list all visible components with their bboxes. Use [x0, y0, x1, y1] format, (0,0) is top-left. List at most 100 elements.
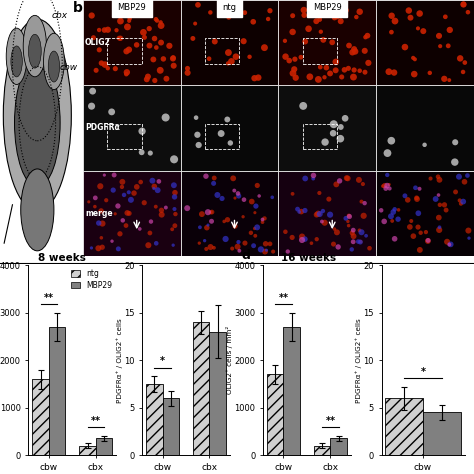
Point	[172, 210, 179, 218]
Point	[381, 218, 388, 225]
Point	[330, 120, 337, 128]
Point	[235, 192, 243, 200]
Point	[125, 46, 133, 54]
Point	[151, 35, 158, 42]
Point	[210, 180, 218, 187]
Point	[321, 73, 328, 81]
Point	[414, 223, 422, 231]
Point	[90, 34, 97, 41]
Point	[436, 226, 443, 234]
Point	[266, 240, 274, 247]
Point	[391, 17, 399, 25]
Point	[250, 242, 257, 249]
Point	[317, 28, 325, 36]
Point	[92, 66, 100, 74]
Point	[268, 193, 276, 201]
Bar	[376, 0, 474, 85]
Point	[251, 74, 258, 82]
Point	[144, 73, 152, 81]
Point	[165, 42, 173, 50]
Point	[294, 205, 301, 213]
Point	[101, 61, 109, 68]
Point	[235, 238, 242, 246]
Point	[259, 216, 266, 223]
Point	[91, 203, 99, 210]
Point	[401, 43, 409, 51]
Point	[461, 178, 468, 186]
Point	[231, 222, 239, 230]
Point	[97, 207, 105, 215]
Point	[446, 26, 454, 34]
Point	[115, 245, 122, 253]
Point	[146, 149, 154, 157]
Point	[406, 223, 414, 231]
Point	[362, 33, 369, 41]
Point	[388, 28, 395, 36]
Point	[147, 218, 155, 225]
Point	[120, 191, 128, 199]
Point	[416, 10, 423, 18]
Point	[355, 176, 363, 183]
Point	[440, 75, 448, 82]
Point	[150, 55, 157, 63]
Point	[330, 240, 337, 248]
Point	[319, 36, 327, 44]
Text: **: **	[44, 293, 54, 303]
Point	[207, 9, 214, 16]
Point	[385, 68, 392, 75]
Point	[345, 212, 353, 219]
Point	[97, 182, 104, 190]
Point	[298, 208, 305, 215]
Point	[353, 13, 360, 21]
Point	[285, 57, 293, 64]
Point	[446, 76, 453, 84]
Point	[383, 171, 391, 179]
Point	[124, 209, 131, 217]
Y-axis label: PDGFRα⁺ / OLIG2⁺ cells: PDGFRα⁺ / OLIG2⁺ cells	[356, 318, 362, 402]
Point	[240, 196, 248, 203]
Point	[239, 213, 247, 220]
Point	[141, 34, 148, 41]
Ellipse shape	[6, 28, 27, 84]
Point	[407, 14, 414, 21]
Point	[344, 174, 352, 182]
Point	[465, 227, 472, 234]
Point	[125, 189, 133, 196]
Point	[316, 189, 323, 197]
Point	[326, 70, 334, 77]
Text: **: **	[278, 293, 289, 303]
Point	[111, 65, 119, 73]
Text: cbw: cbw	[60, 63, 78, 72]
Point	[223, 4, 231, 12]
Point	[130, 189, 138, 197]
Point	[443, 238, 451, 246]
Bar	[181, 171, 278, 256]
Point	[281, 37, 289, 45]
Point	[288, 234, 296, 241]
Point	[136, 225, 144, 233]
Point	[410, 70, 418, 78]
Point	[151, 182, 158, 190]
Point	[346, 213, 353, 220]
Point	[241, 239, 249, 247]
Point	[289, 28, 296, 36]
Bar	[108, 124, 142, 149]
Point	[361, 200, 368, 207]
Point	[99, 244, 106, 251]
Point	[325, 195, 333, 203]
Point	[210, 244, 218, 252]
Point	[230, 9, 238, 17]
Point	[252, 202, 260, 210]
Point	[110, 171, 118, 179]
Point	[198, 210, 206, 218]
Point	[356, 238, 364, 246]
Point	[388, 137, 395, 145]
Point	[169, 55, 177, 62]
Point	[152, 203, 160, 210]
Point	[218, 195, 226, 202]
Point	[251, 225, 258, 232]
Point	[150, 185, 158, 192]
Point	[358, 198, 365, 205]
Point	[344, 218, 352, 225]
Bar	[376, 85, 474, 171]
